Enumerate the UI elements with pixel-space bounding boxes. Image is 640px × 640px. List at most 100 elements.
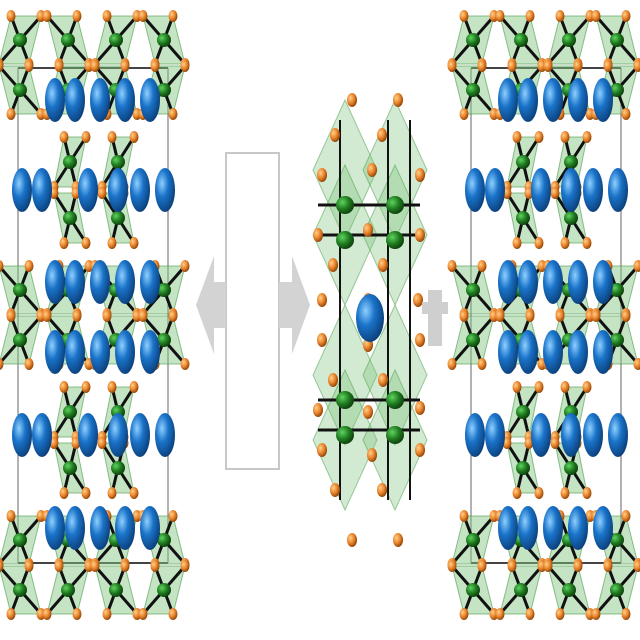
halide-atom bbox=[107, 237, 117, 249]
metal-atom bbox=[336, 426, 354, 444]
halide-atom bbox=[459, 108, 469, 120]
cation-atom bbox=[608, 413, 628, 457]
halide-atom bbox=[24, 560, 34, 572]
metal-atom bbox=[564, 461, 578, 475]
metal-atom bbox=[386, 231, 404, 249]
halide-atom bbox=[534, 237, 544, 249]
halide-atom bbox=[633, 260, 640, 272]
metal-atom bbox=[386, 426, 404, 444]
cation-atom bbox=[568, 78, 588, 122]
cation-atom bbox=[108, 413, 128, 457]
halide-atom bbox=[525, 310, 535, 322]
metal-atom bbox=[63, 405, 77, 419]
halide-atom bbox=[415, 228, 425, 242]
halide-atom bbox=[534, 131, 544, 143]
halide-atom bbox=[415, 168, 425, 182]
cation-atom bbox=[593, 260, 613, 304]
metal-atom bbox=[13, 533, 27, 547]
halide-atom bbox=[573, 560, 583, 572]
halide-atom bbox=[107, 487, 117, 499]
metal-atom bbox=[610, 333, 624, 347]
metal-atom bbox=[610, 283, 624, 297]
halide-atom bbox=[180, 358, 190, 370]
halide-atom bbox=[6, 510, 16, 522]
metal-atom bbox=[516, 405, 530, 419]
halide-atom bbox=[180, 260, 190, 272]
cation-atom bbox=[12, 413, 32, 457]
halide-atom bbox=[512, 237, 522, 249]
cation-atom bbox=[531, 413, 551, 457]
halide-atom bbox=[168, 510, 178, 522]
halide-atom bbox=[120, 560, 130, 572]
cation-atom bbox=[108, 168, 128, 212]
metal-atom bbox=[157, 33, 171, 47]
halide-atom bbox=[363, 405, 373, 419]
metal-atom bbox=[466, 333, 480, 347]
halide-atom bbox=[534, 487, 544, 499]
metal-atom bbox=[109, 33, 123, 47]
cation-atom bbox=[65, 330, 85, 374]
halide-atom bbox=[524, 437, 534, 449]
halide-atom bbox=[621, 608, 631, 620]
halide-atom bbox=[120, 60, 130, 72]
halide-atom bbox=[525, 608, 535, 620]
halide-atom bbox=[507, 60, 517, 72]
halide-atom bbox=[81, 381, 91, 393]
halide-atom bbox=[97, 437, 107, 449]
halide-atom bbox=[447, 260, 457, 272]
halide-atom bbox=[633, 358, 640, 370]
halide-atom bbox=[6, 608, 16, 620]
cation-atom bbox=[608, 168, 628, 212]
halide-atom bbox=[534, 381, 544, 393]
cation-atom bbox=[531, 168, 551, 212]
cation-atom bbox=[593, 78, 613, 122]
metal-atom bbox=[157, 283, 171, 297]
halide-atom bbox=[367, 448, 377, 462]
metal-atom bbox=[111, 461, 125, 475]
halide-atom bbox=[621, 108, 631, 120]
cation-atom bbox=[498, 506, 518, 550]
halide-atom bbox=[59, 237, 69, 249]
halide-atom bbox=[102, 10, 112, 22]
halide-atom bbox=[6, 108, 16, 120]
cation-atom bbox=[45, 506, 65, 550]
halide-atom bbox=[42, 310, 52, 322]
halide-atom bbox=[560, 381, 570, 393]
halide-atom bbox=[378, 373, 388, 387]
halide-atom bbox=[59, 381, 69, 393]
metal-atom bbox=[564, 211, 578, 225]
halide-atom bbox=[573, 60, 583, 72]
metal-atom bbox=[466, 33, 480, 47]
halide-atom bbox=[24, 358, 34, 370]
halide-atom bbox=[512, 487, 522, 499]
cation-atom bbox=[518, 330, 538, 374]
halide-atom bbox=[24, 260, 34, 272]
halide-atom bbox=[415, 443, 425, 457]
metal-atom bbox=[111, 211, 125, 225]
cation-atom bbox=[90, 506, 110, 550]
cation-atom bbox=[543, 330, 563, 374]
halide-atom bbox=[621, 10, 631, 22]
halide-atom bbox=[459, 510, 469, 522]
halide-atom bbox=[317, 168, 327, 182]
octahedron bbox=[312, 303, 378, 447]
halide-atom bbox=[413, 293, 423, 307]
halide-atom bbox=[477, 358, 487, 370]
cation-atom bbox=[155, 413, 175, 457]
cation-atom bbox=[90, 330, 110, 374]
halide-atom bbox=[168, 108, 178, 120]
halide-atom bbox=[459, 608, 469, 620]
cation-atom bbox=[465, 168, 485, 212]
halide-atom bbox=[71, 437, 81, 449]
halide-atom bbox=[102, 310, 112, 322]
metal-atom bbox=[336, 231, 354, 249]
halide-atom bbox=[393, 93, 403, 107]
halide-atom bbox=[129, 131, 139, 143]
cation-atom bbox=[78, 168, 98, 212]
halide-atom bbox=[180, 560, 190, 572]
cation-atom bbox=[498, 260, 518, 304]
halide-atom bbox=[24, 60, 34, 72]
halide-atom bbox=[138, 310, 148, 322]
cation-atom bbox=[485, 168, 505, 212]
halide-atom bbox=[328, 258, 338, 272]
